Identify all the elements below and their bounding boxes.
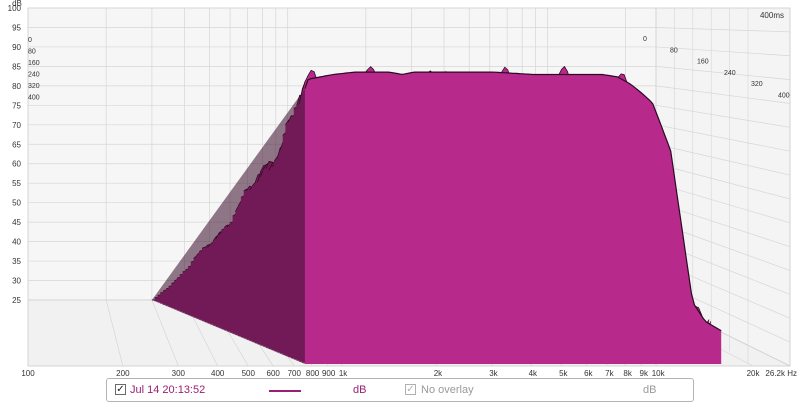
y-axis-labels: 100 95 90 85 80 75 70 65 60 55 50 45 40 35 30 25: [8, 4, 22, 305]
time-tick-label-right: 80: [670, 47, 678, 54]
waterfall-plot: 100 95 90 85 80 75 70 65 60 55 50 45 40 35 30 25 100 200…: [8, 0, 797, 378]
y-tick-label: 70: [12, 121, 21, 130]
x-tick-label: 500: [242, 369, 256, 378]
y-tick-label: 75: [12, 101, 21, 110]
surface-contour: [304, 71, 722, 332]
surface-slice: [304, 72, 722, 364]
time-tick-label-left: 320: [28, 83, 40, 90]
x-tick-label: 6k: [584, 369, 593, 378]
grid-line-db-side: [655, 143, 791, 176]
time-tick-label-left: 240: [28, 72, 40, 79]
grid-line-db-side: [655, 85, 791, 104]
y-tick-label: 45: [12, 218, 21, 227]
checkmark-icon: ✓: [116, 384, 125, 395]
y-tick-label: 35: [12, 257, 21, 266]
no-overlay-label: No overlay: [421, 384, 474, 396]
measurement-label[interactable]: Jul 14 20:13:52: [130, 384, 206, 396]
y-tick-label: 40: [12, 238, 21, 247]
y-tick-label: 55: [12, 179, 21, 188]
trace-swatch: [269, 390, 301, 392]
legend-bar: ✓ Jul 14 20:13:52 dB ✓ No overlay dB: [106, 378, 694, 402]
x-tick-label: 300: [172, 369, 186, 378]
x-tick-label: 700: [288, 369, 302, 378]
time-tick-label-left: 0: [28, 37, 32, 44]
measurement-unit: dB: [353, 384, 367, 396]
y-tick-label: 85: [12, 62, 21, 71]
waterfall-surface: [151, 65, 722, 364]
y-tick-label: 65: [12, 140, 21, 149]
x-tick-label: 9k: [640, 369, 649, 378]
x-tick-label: 200: [116, 369, 130, 378]
x-tick-label: 5k: [559, 369, 568, 378]
time-tick-label-right: 320: [751, 81, 763, 88]
no-overlay-checkbox[interactable]: ✓: [405, 384, 416, 395]
x-tick-label: 26.2k Hz: [765, 369, 797, 378]
x-tick-label: 100: [21, 369, 35, 378]
y-tick-label: 30: [12, 277, 21, 286]
grid-line-floor: [151, 299, 179, 367]
y-tick-label: 95: [12, 23, 21, 32]
grid-line-db-side: [655, 182, 791, 224]
x-tick-label: 8k: [623, 369, 632, 378]
x-axis-labels: 100 200 300 400 500 600 700 800 900 1k 2k 3k 4k 5k 6k 7…: [21, 369, 797, 378]
x-tick-label: 2k: [434, 369, 443, 378]
grid-line-db-side: [655, 66, 791, 80]
time-tick-label-left: 160: [28, 60, 40, 67]
grid-line-db-side: [655, 163, 791, 200]
time-tick-label-right: 160: [697, 59, 709, 66]
time-axis-labels-right: 0 80 160 240 320 400: [643, 36, 790, 100]
y-tick-label: 60: [12, 160, 21, 169]
y-tick-label: 50: [12, 199, 21, 208]
time-tick-label-right: 240: [724, 70, 736, 77]
grid-line-db-side: [655, 46, 791, 57]
y-tick-label: 25: [12, 296, 21, 305]
time-axis-labels-left: 0 80 160 240 320 400: [28, 37, 40, 102]
y-axis-unit: dB: [12, 0, 22, 8]
x-tick-label: 900: [322, 369, 336, 378]
time-tick-label-right: 0: [643, 36, 647, 43]
checkmark-icon: ✓: [406, 384, 415, 395]
x-tick-label: 800: [306, 369, 320, 378]
grid-line-db-side: [655, 104, 791, 128]
x-tick-label: 4k: [529, 369, 538, 378]
time-tick-label-left: 400: [28, 95, 40, 102]
grid-line-floor: [105, 299, 124, 367]
time-tick-label-right: 400: [778, 93, 790, 100]
x-tick-label: 20k: [747, 369, 761, 378]
grid-line-db-side: [655, 27, 791, 33]
time-tick-label-left: 80: [28, 49, 36, 56]
overlay-checkbox[interactable]: ✓: [115, 384, 126, 395]
x-tick-label: 10k: [652, 369, 666, 378]
x-tick-label: 400: [211, 369, 225, 378]
y-tick-label: 100: [8, 4, 22, 13]
x-tick-label: 7k: [605, 369, 614, 378]
x-tick-label: 1k: [339, 369, 348, 378]
corner-time-label: 400ms: [760, 11, 784, 20]
y-tick-label: 90: [12, 43, 21, 52]
surface-left-face: [151, 88, 305, 364]
x-tick-label: 600: [267, 369, 281, 378]
y-tick-label: 80: [12, 82, 21, 91]
no-overlay-unit: dB: [643, 384, 657, 396]
x-tick-label: 3k: [489, 369, 498, 378]
grid-line-db-side: [655, 124, 791, 152]
